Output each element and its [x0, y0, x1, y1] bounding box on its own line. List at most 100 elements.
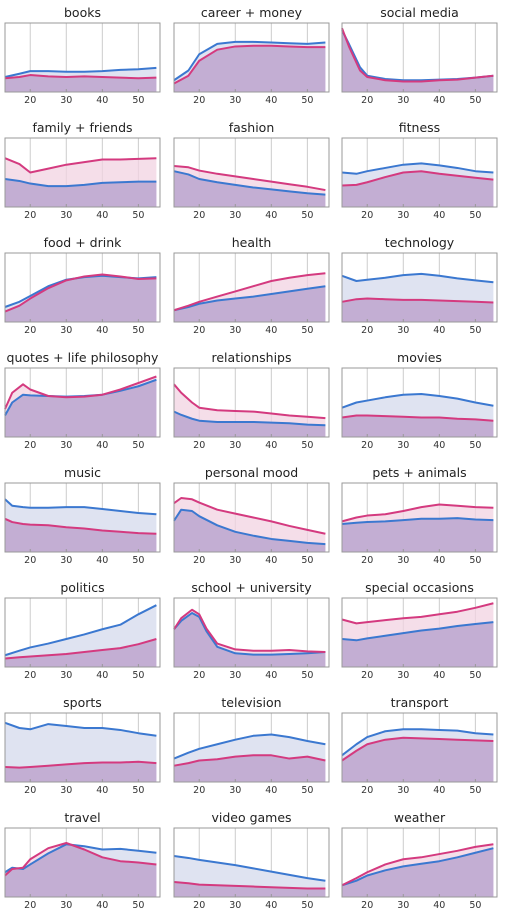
x-tick-label: 40 [433, 440, 445, 451]
panel-relationships: relationships 20 30 40 50 [173, 350, 330, 451]
x-tick-label: 20 [193, 555, 205, 566]
pink-series-line [173, 608, 326, 653]
blue-series-line [4, 721, 157, 737]
panel-title: sports [63, 695, 102, 710]
overlap-area [174, 411, 326, 437]
x-tick-label: 40 [96, 555, 108, 566]
overlap-area [342, 415, 494, 437]
plot-frame [4, 482, 161, 553]
x-tick-label: 50 [132, 95, 144, 106]
x-tick-label: 20 [193, 210, 205, 221]
panel-school-university: school + university 20 30 40 50 [173, 580, 330, 681]
pink-series-line [341, 297, 494, 304]
pink-series-line [341, 736, 494, 762]
x-tick-label: 30 [60, 555, 72, 566]
panel-health: health 20 30 40 50 [173, 235, 330, 336]
x-tick-label: 40 [265, 440, 277, 451]
x-tick-label: 30 [60, 670, 72, 681]
plot-frame [4, 137, 161, 208]
plot-frame [341, 712, 498, 783]
blue-series-line [341, 728, 494, 757]
plot-frame [341, 827, 498, 898]
panel-title: family + friends [32, 120, 132, 135]
plot-frame [173, 137, 330, 208]
overlap-area [5, 518, 157, 552]
overlap-area [174, 286, 326, 322]
x-tick-label: 50 [469, 440, 481, 451]
panel-travel: travel 20 30 40 50 [4, 810, 161, 911]
x-tick-label: 50 [469, 900, 481, 911]
panel-fitness: fitness 20 30 40 50 [341, 120, 498, 221]
pink-series-line [4, 74, 157, 80]
plot-frame [341, 597, 498, 668]
x-tick-label: 40 [265, 670, 277, 681]
pink-series-line [341, 503, 494, 523]
x-tick-label: 40 [265, 785, 277, 796]
x-tick-label: 40 [433, 670, 445, 681]
x-tick-label: 40 [96, 670, 108, 681]
x-tick-label: 40 [433, 555, 445, 566]
plot-frame [173, 367, 330, 438]
x-tick-label: 30 [60, 900, 72, 911]
plot-frame [4, 252, 161, 323]
x-tick-label: 20 [193, 325, 205, 336]
x-tick-label: 30 [397, 900, 409, 911]
panel-title: special occasions [365, 580, 474, 595]
overlap-area [342, 622, 494, 667]
x-tick-label: 50 [301, 670, 313, 681]
x-tick-label: 20 [193, 95, 205, 106]
blue-series-line [173, 40, 326, 82]
overlap-area [342, 848, 494, 897]
pink-series-line [4, 517, 157, 535]
x-tick-label: 50 [469, 95, 481, 106]
x-tick-label: 30 [229, 785, 241, 796]
x-tick-label: 30 [60, 325, 72, 336]
x-tick-label: 50 [469, 210, 481, 221]
plot-frame [4, 827, 161, 898]
x-tick-label: 50 [132, 325, 144, 336]
x-tick-label: 50 [469, 785, 481, 796]
panel-music: music 20 30 40 50 [4, 465, 161, 566]
x-tick-label: 40 [96, 325, 108, 336]
x-tick-label: 30 [397, 670, 409, 681]
x-tick-label: 20 [24, 900, 36, 911]
x-tick-label: 50 [469, 325, 481, 336]
x-tick-label: 50 [301, 555, 313, 566]
panel-title: food + drink [44, 235, 123, 250]
x-tick-label: 30 [60, 95, 72, 106]
x-tick-label: 50 [132, 670, 144, 681]
panel-title: fitness [399, 120, 440, 135]
blue-series-line [4, 66, 157, 78]
x-tick-label: 20 [361, 210, 373, 221]
panel-career-money: career + money 20 30 40 50 [173, 5, 330, 106]
blue-series-line [173, 508, 326, 546]
x-tick-label: 50 [301, 325, 313, 336]
blue-series-line [4, 604, 157, 657]
overlap-area [174, 613, 326, 667]
blue-series-line [173, 170, 326, 196]
panel-family-friends: family + friends 20 30 40 50 [4, 120, 161, 221]
blue-series-line [341, 517, 494, 525]
x-tick-label: 20 [24, 325, 36, 336]
x-tick-label: 20 [193, 900, 205, 911]
overlap-area [5, 379, 157, 437]
x-tick-label: 50 [132, 555, 144, 566]
blue-series-line [341, 162, 494, 175]
blue-series-line [173, 855, 326, 882]
plot-frame [173, 712, 330, 783]
plot-frame [4, 597, 161, 668]
plot-frame [173, 252, 330, 323]
panel-movies: movies 20 30 40 50 [341, 350, 498, 451]
plot-frame [173, 482, 330, 553]
plot-frame [4, 712, 161, 783]
pink-series-line [173, 383, 326, 420]
pink-series-line [173, 44, 326, 85]
x-tick-label: 40 [433, 900, 445, 911]
panel-special-occasions: special occasions 20 30 40 50 [341, 580, 498, 681]
pink-series-line [4, 760, 157, 769]
plot-frame [173, 597, 330, 668]
x-tick-label: 40 [265, 900, 277, 911]
x-tick-label: 50 [301, 900, 313, 911]
blue-series-line [173, 733, 326, 760]
